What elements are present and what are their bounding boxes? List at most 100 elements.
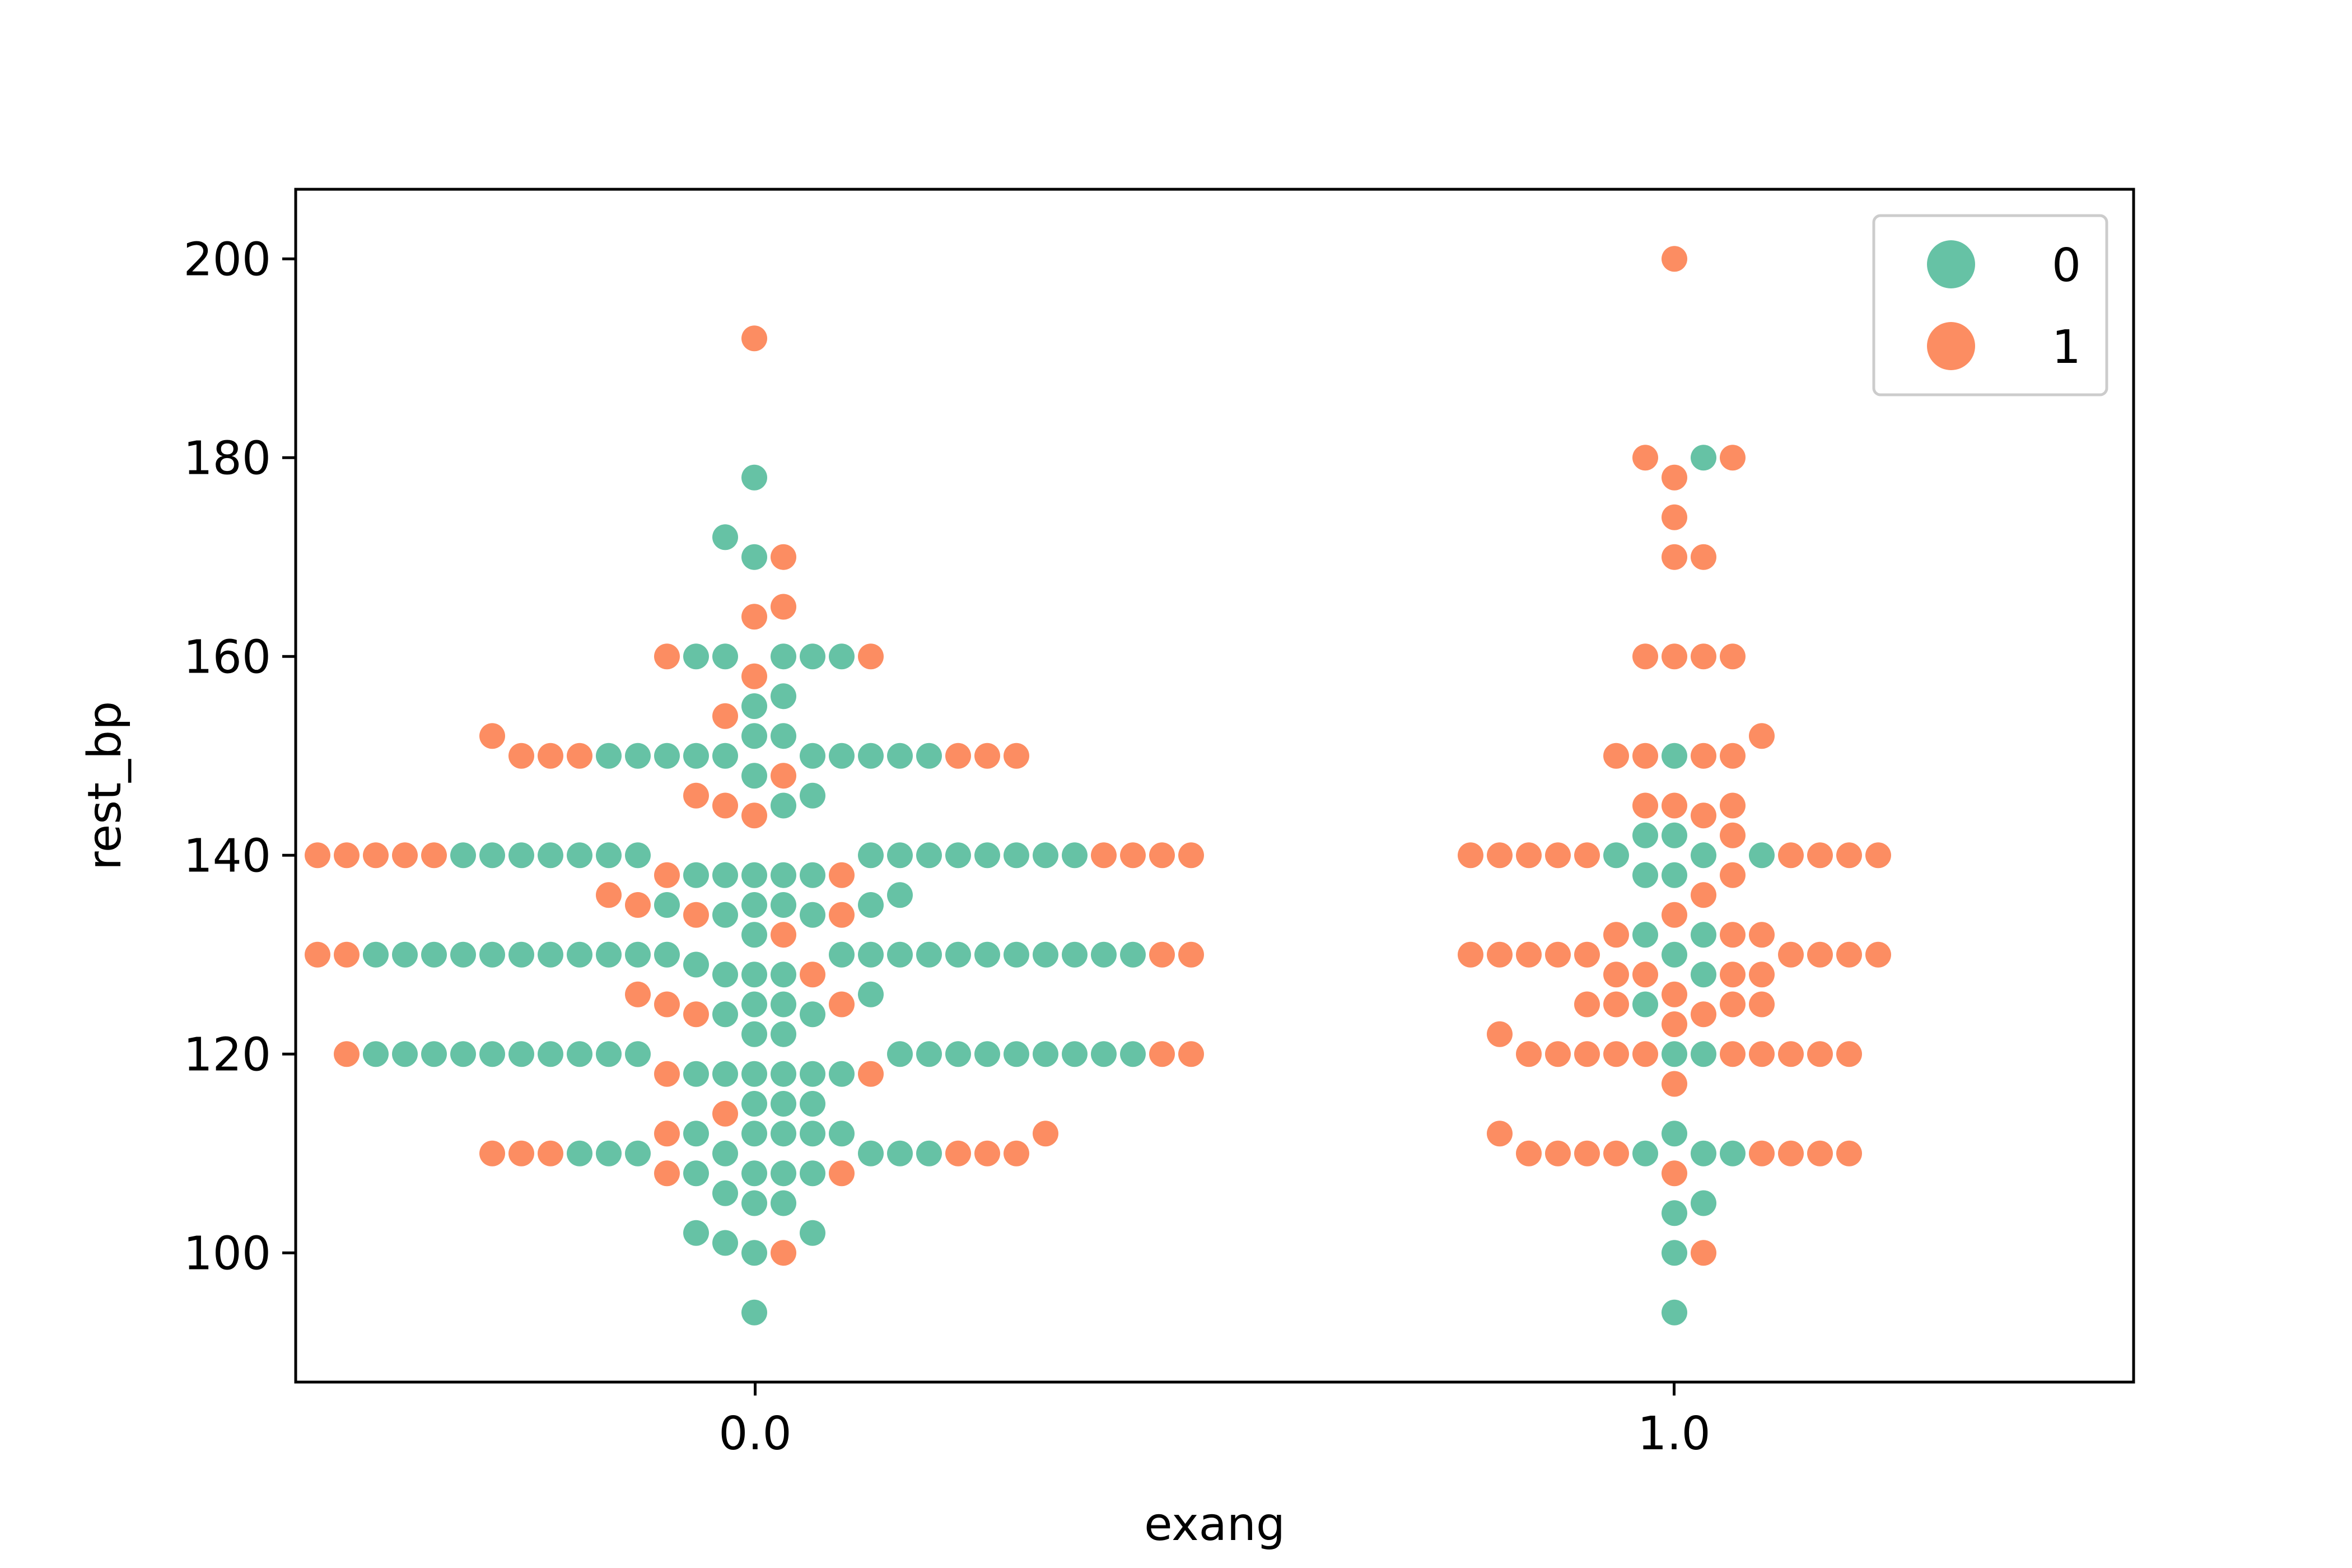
data-point-exang-0.0-target-0 — [1004, 842, 1029, 869]
data-point-exang-1.0-target-1 — [1720, 962, 1746, 988]
data-point-exang-1.0-target-0 — [1691, 1190, 1716, 1216]
data-point-exang-0.0-target-1 — [741, 663, 767, 689]
data-point-exang-1.0-target-0 — [1662, 1299, 1687, 1326]
data-point-exang-0.0-target-0 — [916, 941, 942, 968]
data-point-exang-0.0-target-0 — [771, 1091, 796, 1117]
data-point-exang-1.0-target-0 — [1632, 822, 1658, 848]
data-point-exang-0.0-target-0 — [800, 1160, 825, 1187]
data-point-exang-1.0-target-1 — [1662, 981, 1687, 1007]
data-point-exang-0.0-target-1 — [712, 1100, 738, 1127]
data-point-exang-0.0-target-0 — [741, 1021, 767, 1047]
data-point-exang-0.0-target-0 — [712, 862, 738, 888]
data-point-exang-1.0-target-0 — [1603, 842, 1629, 869]
data-point-exang-1.0-target-0 — [1691, 842, 1716, 869]
data-point-exang-0.0-target-0 — [1062, 1041, 1088, 1067]
data-point-exang-0.0-target-1 — [334, 941, 360, 968]
data-point-exang-0.0-target-0 — [363, 1041, 389, 1067]
data-point-exang-0.0-target-0 — [712, 524, 738, 550]
data-point-exang-1.0-target-1 — [1662, 1011, 1687, 1037]
data-point-exang-0.0-target-1 — [858, 643, 884, 670]
data-point-exang-1.0-target-1 — [1574, 991, 1600, 1018]
data-point-exang-0.0-target-0 — [800, 1220, 825, 1246]
data-point-exang-1.0-target-1 — [1749, 991, 1775, 1018]
data-point-exang-0.0-target-0 — [771, 962, 796, 988]
data-point-exang-0.0-target-0 — [741, 991, 767, 1018]
data-point-exang-0.0-target-0 — [479, 1041, 505, 1067]
y-axis-label: rest_bp — [78, 701, 132, 870]
data-point-exang-0.0-target-0 — [771, 1190, 796, 1216]
data-point-exang-0.0-target-0 — [800, 1121, 825, 1147]
data-point-exang-0.0-target-0 — [829, 643, 855, 670]
data-point-exang-1.0-target-1 — [1662, 1160, 1687, 1187]
data-point-exang-1.0-target-1 — [1720, 1041, 1746, 1067]
data-point-exang-1.0-target-1 — [1749, 922, 1775, 948]
data-point-exang-0.0-target-0 — [916, 1140, 942, 1166]
data-point-exang-1.0-target-1 — [1749, 723, 1775, 749]
data-point-exang-0.0-target-0 — [479, 842, 505, 869]
data-point-exang-0.0-target-0 — [508, 941, 534, 968]
data-point-exang-0.0-target-0 — [1033, 842, 1058, 869]
data-point-exang-0.0-target-0 — [974, 842, 1000, 869]
data-point-exang-0.0-target-1 — [508, 1140, 534, 1166]
data-point-exang-1.0-target-1 — [1720, 743, 1746, 769]
data-point-exang-0.0-target-1 — [683, 1001, 709, 1028]
data-point-exang-0.0-target-1 — [625, 981, 651, 1007]
legend: 0 1 — [1872, 214, 2108, 396]
data-point-exang-0.0-target-0 — [683, 643, 709, 670]
data-point-exang-1.0-target-1 — [1691, 544, 1716, 570]
data-point-exang-0.0-target-0 — [858, 892, 884, 918]
data-point-exang-1.0-target-1 — [1807, 1041, 1833, 1067]
data-point-exang-0.0-target-0 — [858, 743, 884, 769]
data-point-exang-1.0-target-0 — [1632, 862, 1658, 888]
data-point-exang-0.0-target-1 — [1178, 842, 1204, 869]
data-point-exang-0.0-target-0 — [771, 683, 796, 710]
data-point-exang-0.0-target-0 — [741, 1121, 767, 1147]
data-point-exang-1.0-target-1 — [1603, 1140, 1629, 1166]
legend-label-0: 0 — [2052, 239, 2081, 292]
legend-swatch-0 — [1927, 240, 1975, 288]
data-point-exang-0.0-target-0 — [421, 1041, 447, 1067]
data-point-exang-0.0-target-1 — [392, 842, 418, 869]
data-point-exang-0.0-target-1 — [683, 902, 709, 928]
data-point-exang-1.0-target-1 — [1720, 445, 1746, 471]
data-point-exang-0.0-target-0 — [858, 941, 884, 968]
data-point-exang-1.0-target-1 — [1691, 882, 1716, 908]
data-point-exang-0.0-target-1 — [334, 842, 360, 869]
data-point-exang-0.0-target-1 — [712, 703, 738, 729]
data-point-exang-0.0-target-0 — [741, 1091, 767, 1117]
data-point-exang-1.0-target-1 — [1545, 941, 1571, 968]
data-point-exang-1.0-target-1 — [1487, 842, 1513, 869]
data-point-exang-0.0-target-0 — [858, 981, 884, 1007]
data-point-exang-0.0-target-0 — [1033, 941, 1058, 968]
data-point-exang-0.0-target-0 — [800, 643, 825, 670]
data-point-exang-0.0-target-0 — [538, 1041, 563, 1067]
data-point-exang-0.0-target-0 — [479, 941, 505, 968]
data-point-exang-1.0-target-1 — [1662, 902, 1687, 928]
data-point-exang-1.0-target-1 — [1632, 643, 1658, 670]
data-point-exang-1.0-target-1 — [1603, 743, 1629, 769]
data-point-exang-1.0-target-1 — [1720, 792, 1746, 819]
data-point-exang-0.0-target-0 — [596, 941, 622, 968]
data-point-exang-0.0-target-0 — [596, 842, 622, 869]
data-point-exang-1.0-target-1 — [1662, 792, 1687, 819]
data-point-exang-1.0-target-1 — [1632, 445, 1658, 471]
data-point-exang-0.0-target-1 — [1149, 941, 1175, 968]
data-point-exang-0.0-target-1 — [829, 862, 855, 888]
data-point-exang-0.0-target-1 — [712, 792, 738, 819]
data-point-exang-1.0-target-1 — [1749, 962, 1775, 988]
data-point-exang-1.0-target-0 — [1691, 922, 1716, 948]
data-point-exang-0.0-target-1 — [479, 723, 505, 749]
data-point-exang-0.0-target-1 — [654, 1160, 680, 1187]
data-point-exang-0.0-target-0 — [683, 743, 709, 769]
data-point-exang-1.0-target-1 — [1807, 1140, 1833, 1166]
data-point-exang-0.0-target-1 — [654, 1121, 680, 1147]
legend-swatch-1 — [1927, 322, 1975, 370]
y-tick-label: 160 — [183, 631, 271, 684]
data-point-exang-0.0-target-0 — [508, 842, 534, 869]
data-point-exang-0.0-target-1 — [829, 902, 855, 928]
data-point-exang-1.0-target-1 — [1691, 643, 1716, 670]
data-point-exang-1.0-target-1 — [1778, 1041, 1804, 1067]
data-point-exang-0.0-target-0 — [712, 902, 738, 928]
data-point-exang-0.0-target-0 — [625, 743, 651, 769]
data-point-exang-0.0-target-0 — [858, 1140, 884, 1166]
